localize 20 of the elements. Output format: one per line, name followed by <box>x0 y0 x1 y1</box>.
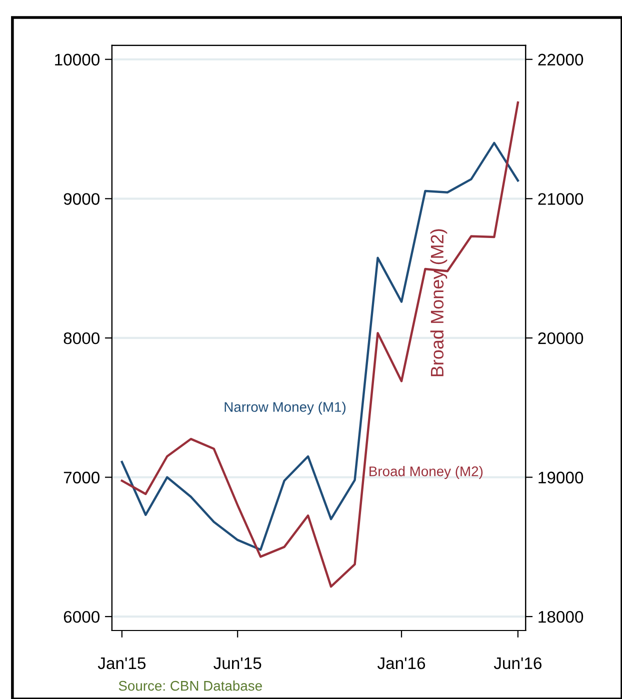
y-tick-label: 8000 <box>64 332 100 344</box>
y2-tick-label: 19000 <box>538 472 584 484</box>
y-tick-label: 10000 <box>55 54 100 66</box>
y2-tick-label: 21000 <box>538 193 584 205</box>
y-tick-label: 7000 <box>64 472 100 484</box>
series-label: Narrow Money (M1) <box>224 402 346 415</box>
line-series <box>120 101 520 588</box>
x-tick-label: Jan'16 <box>377 657 426 670</box>
y2-axis-title: Broad Money (M2) <box>430 229 448 376</box>
x-tick-label: Jun'15 <box>214 658 262 670</box>
y-tick-label: 6000 <box>64 610 100 623</box>
y-tick-label: 9000 <box>64 193 100 205</box>
source-note: Source: CBN Database <box>118 680 262 691</box>
line-series <box>120 142 520 551</box>
x-tick-label: Jun'16 <box>494 657 542 670</box>
y2-tick-label: 18000 <box>538 610 584 623</box>
y2-tick-label: 22000 <box>538 54 584 66</box>
x-tick-label: Jan'15 <box>98 658 146 670</box>
y2-tick-label: 20000 <box>538 332 584 344</box>
series-label: Broad Money (M2) <box>370 466 483 480</box>
